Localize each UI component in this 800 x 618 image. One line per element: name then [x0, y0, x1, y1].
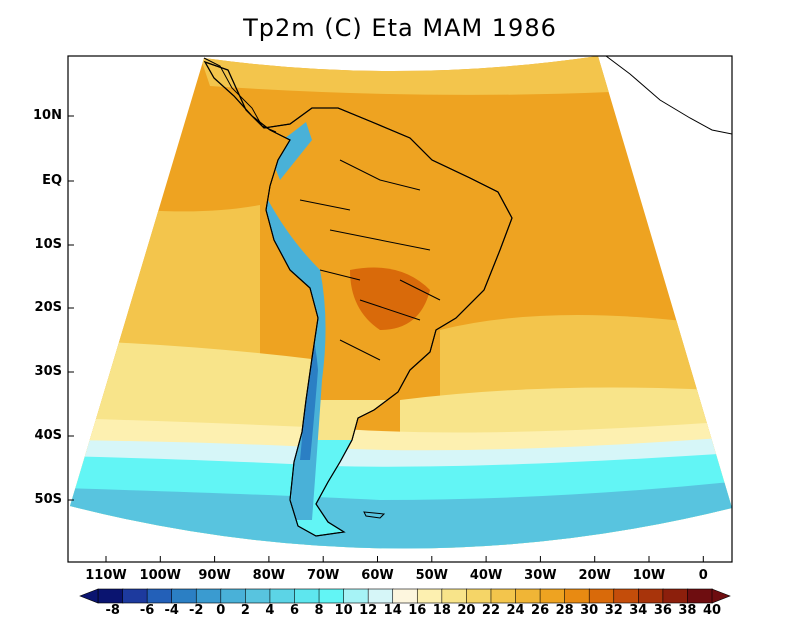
lon-label: 90W	[198, 568, 231, 583]
border-lines	[299, 159, 441, 361]
colorbar-swatch	[416, 588, 443, 604]
colorbar-label: 10	[334, 603, 353, 618]
lon-label: 30W	[524, 568, 557, 583]
colorbar-label: 20	[457, 603, 476, 618]
field-north-band	[200, 56, 610, 95]
colorbar-swatch	[294, 588, 320, 604]
lon-label: 60W	[361, 568, 394, 583]
colorbar-label: 34	[629, 603, 648, 618]
colorbar-swatch	[490, 588, 517, 604]
colorbar-label: 26	[531, 603, 550, 618]
lon-label: 50W	[415, 568, 449, 583]
colorbar-label: 38	[678, 603, 697, 618]
colorbar-label: 32	[604, 603, 623, 618]
colorbar-swatch	[392, 588, 419, 604]
colorbar-swatch	[367, 588, 394, 604]
map-title: Tp2m (C) Eta MAM 1986	[243, 14, 557, 42]
colorbar-label: 4	[265, 603, 275, 618]
colorbar-swatch	[122, 588, 148, 604]
field-deep-band	[70, 480, 732, 549]
colorbar-swatch	[638, 588, 664, 604]
colorbar-swatch	[564, 588, 591, 604]
colorbar-label: -2	[189, 603, 204, 618]
colorbar-group	[79, 588, 731, 604]
colorbar-high-arrow	[711, 588, 731, 604]
colorbar-swatch	[318, 588, 345, 604]
lat-label: 20S	[34, 300, 62, 315]
colorbar-label: 6	[289, 603, 299, 618]
lon-label: 20W	[578, 568, 611, 583]
colorbar-label: 0	[216, 603, 226, 618]
map-frame	[67, 55, 733, 563]
colorbar-swatch	[613, 588, 640, 604]
colorbar-low-arrow	[79, 588, 99, 604]
colorbar-label: 2	[240, 603, 250, 618]
colorbar-label: 30	[580, 603, 599, 618]
colorbar-swatch	[539, 588, 566, 604]
lon-label: 110W	[85, 568, 127, 583]
colorbar-label: -8	[105, 603, 120, 618]
lat-label: 30S	[34, 364, 62, 379]
field-layer	[70, 56, 732, 549]
lon-label: 40W	[469, 568, 503, 583]
lon-label: 0	[698, 568, 708, 583]
colorbar-label: -4	[164, 603, 179, 618]
coastline-layer	[203, 56, 732, 537]
colorbar-swatch	[687, 588, 713, 604]
lon-label: 10W	[632, 568, 666, 583]
colorbar-label: 36	[653, 603, 672, 618]
colorbar-swatch	[441, 588, 468, 604]
lat-label: 10S	[34, 237, 62, 252]
africa-coast	[605, 56, 732, 135]
colorbar-label: 28	[555, 603, 574, 618]
falklands	[363, 511, 386, 519]
colorbar-swatch	[146, 588, 173, 604]
lat-label: EQ	[42, 173, 62, 188]
colorbar-swatch	[171, 588, 198, 604]
colorbar-label: 22	[481, 603, 500, 618]
colorbar-swatch	[245, 588, 271, 604]
lat-label: 50S	[34, 492, 62, 507]
colorbar-swatch	[343, 588, 369, 604]
lon-label: 80W	[252, 568, 286, 583]
continent-hot-core	[350, 267, 430, 330]
lat-label: 10N	[33, 108, 62, 123]
colorbar-label: 40	[702, 603, 722, 618]
colorbar-swatch	[662, 588, 689, 604]
colorbar-label: 12	[359, 603, 378, 618]
lon-label: 100W	[139, 568, 182, 583]
central-america-coast	[203, 57, 277, 133]
colorbar-swatch	[195, 588, 222, 604]
continent-andes-north	[268, 122, 312, 180]
colorbar-label: 16	[408, 603, 427, 618]
colorbar-label: 24	[506, 603, 525, 618]
sa-outline	[203, 60, 513, 537]
colorbar-swatch	[220, 588, 247, 604]
colorbar-label: -6	[139, 603, 155, 618]
colorbar-label: 8	[314, 603, 324, 618]
lat-label: 40S	[34, 428, 62, 443]
colorbar-label: 14	[383, 603, 402, 618]
colorbar-swatch	[466, 588, 492, 604]
lon-label: 70W	[306, 568, 340, 583]
colorbar-label: 18	[432, 603, 451, 618]
colorbar-swatch	[269, 588, 296, 604]
colorbar-swatch	[515, 588, 541, 604]
colorbar-swatch	[97, 588, 124, 604]
colorbar-swatch	[588, 588, 615, 604]
